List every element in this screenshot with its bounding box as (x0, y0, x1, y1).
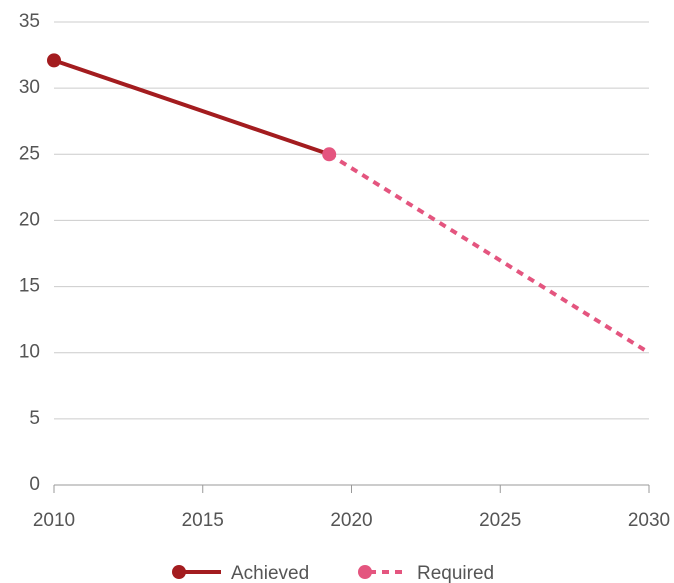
line (328, 152, 651, 355)
marker (47, 53, 61, 68)
y-tick-label: 0 (29, 474, 40, 495)
y-tick-label: 10 (19, 342, 40, 363)
x-tick-label: 2015 (182, 510, 224, 531)
legend-label: Required (417, 563, 494, 583)
y-tick-label: 15 (19, 276, 40, 297)
x-tick-label: 2010 (33, 510, 75, 531)
y-tick-label: 30 (19, 77, 40, 98)
x-tick-label: 2025 (479, 510, 521, 531)
marker (322, 147, 337, 162)
legend-label: Achieved (231, 563, 309, 583)
y-tick-label: 20 (19, 209, 40, 230)
line (53, 58, 330, 157)
legend-marker (358, 565, 372, 579)
legend-marker (172, 565, 186, 579)
y-tick-label: 5 (29, 408, 40, 429)
y-tick-label: 35 (19, 11, 40, 32)
x-tick-label: 2030 (628, 510, 670, 531)
x-tick-label: 2020 (330, 510, 372, 531)
y-tick-label: 25 (19, 143, 40, 164)
